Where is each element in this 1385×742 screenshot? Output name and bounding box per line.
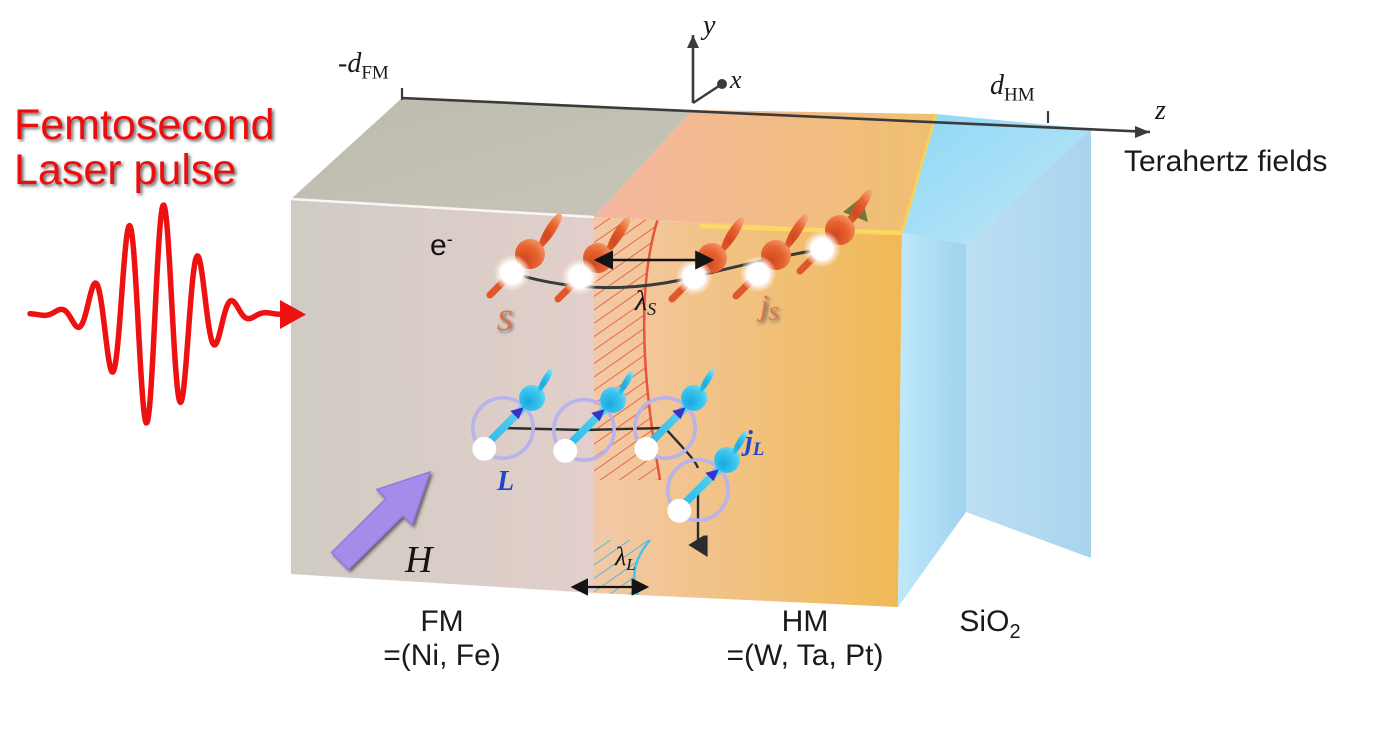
svg-text:H: H [404,539,435,581]
svg-text:Femtosecond: Femtosecond [14,101,275,149]
svg-text:S: S [497,304,512,337]
svg-text:L: L [496,466,514,497]
svg-text:Laser pulse: Laser pulse [14,146,236,194]
